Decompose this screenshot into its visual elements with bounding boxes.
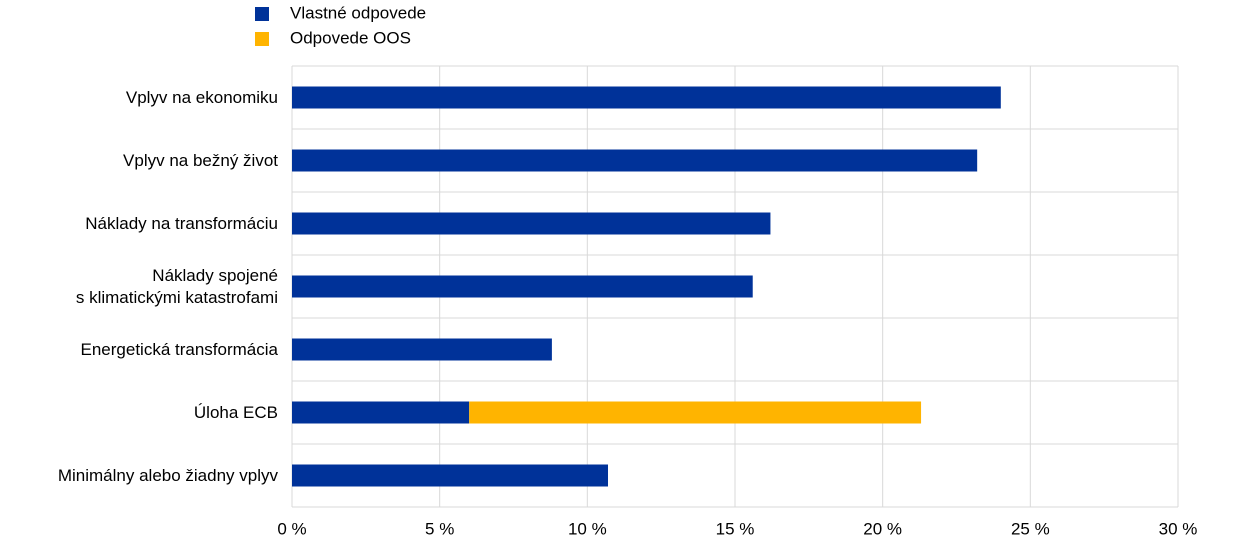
bar — [292, 338, 552, 361]
bar — [292, 401, 470, 424]
x-tick-label: 25 % — [1011, 519, 1050, 538]
y-tick-label: Energetická transformácia — [80, 339, 278, 359]
x-tick-label: 5 % — [425, 519, 454, 538]
y-tick-label: Náklady na transformáciu — [85, 213, 278, 233]
y-tick-label: Vplyv na ekonomiku — [125, 87, 278, 107]
bar — [292, 149, 978, 172]
y-tick-label: Vplyv na bežný život — [123, 150, 278, 170]
y-tick-label: Minimálny alebo žiadny vplyv — [57, 465, 278, 485]
y-tick-label: Náklady spojené s klimatickými katastrof… — [75, 265, 278, 307]
y-tick-label: Úloha ECB — [193, 402, 278, 422]
x-tick-label: 10 % — [568, 519, 607, 538]
legend-label: Vlastné odpovede — [290, 3, 426, 22]
x-tick-label: 20 % — [863, 519, 902, 538]
legend-label: Odpovede OOS — [290, 28, 411, 47]
legend-swatch — [255, 32, 269, 46]
bar — [292, 212, 771, 235]
x-tick-label: 15 % — [716, 519, 755, 538]
x-tick-label: 0 % — [277, 519, 306, 538]
legend-swatch — [255, 7, 269, 21]
bar — [469, 401, 922, 424]
bar — [292, 464, 609, 487]
bar — [292, 86, 1001, 109]
x-tick-label: 30 % — [1159, 519, 1198, 538]
bar — [292, 275, 753, 298]
